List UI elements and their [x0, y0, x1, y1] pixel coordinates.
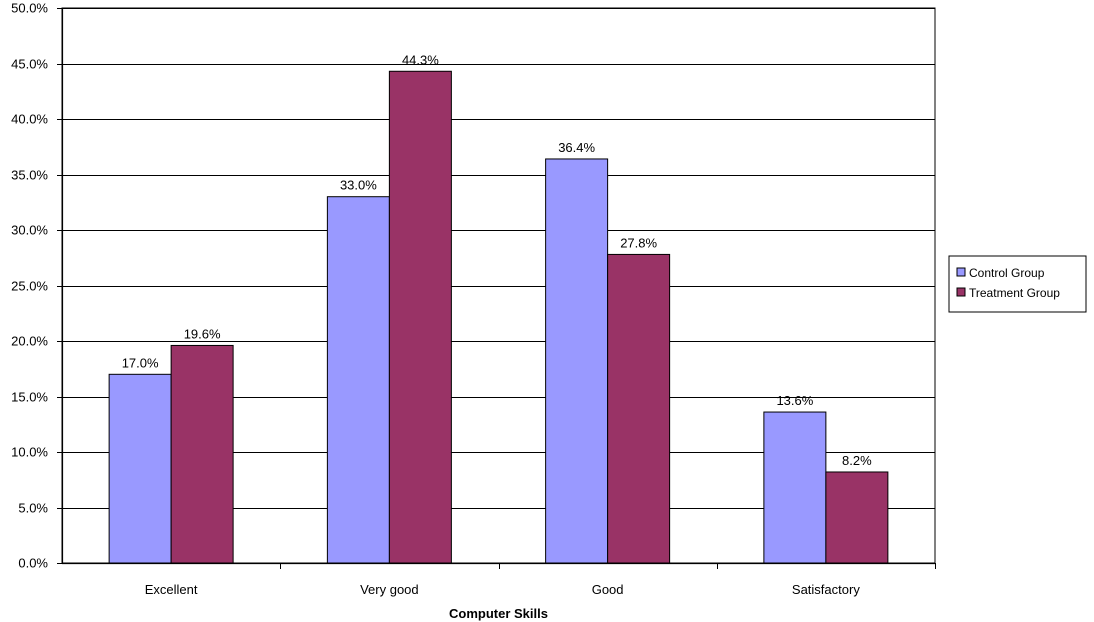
bar — [326, 196, 390, 564]
y-tick-label: 35.0% — [11, 168, 48, 183]
y-tick-label: 50.0% — [11, 1, 48, 16]
bar — [108, 373, 172, 564]
y-tick-label: 40.0% — [11, 112, 48, 127]
data-label: 44.3% — [402, 52, 439, 67]
axes — [61, 8, 935, 565]
data-label: 17.0% — [122, 355, 159, 370]
bar — [763, 411, 827, 564]
y-tick-label: 5.0% — [18, 501, 48, 516]
y-tick-label: 0.0% — [18, 556, 48, 571]
legend-swatch — [956, 267, 966, 277]
x-axis-ticks: Excellent Very good Good Satisfactory — [145, 563, 936, 597]
bar — [388, 70, 452, 564]
y-tick-label: 10.0% — [11, 445, 48, 460]
data-label: 19.6% — [184, 326, 221, 341]
bar — [607, 253, 671, 564]
x-axis-title: Computer Skills — [449, 606, 548, 621]
y-tick-label: 20.0% — [11, 334, 48, 349]
bars — [108, 70, 889, 564]
data-label: 8.2% — [842, 453, 872, 468]
y-tick-label: 25.0% — [11, 279, 48, 294]
bar — [170, 344, 234, 564]
x-tick-label: Good — [592, 582, 624, 597]
data-label: 27.8% — [620, 235, 657, 250]
y-tick-label: 30.0% — [11, 223, 48, 238]
y-tick-label: 45.0% — [11, 57, 48, 72]
data-labels: 17.0% 19.6% 33.0% 44.3% 36.4% 27.8% 13.6% 8.2% — [122, 52, 872, 468]
legend-label: Treatment Group — [969, 286, 1060, 300]
x-tick-label: Excellent — [145, 582, 198, 597]
y-axis-ticks: 0.0% 5.0% 10.0% 15.0% 20.0% 25.0% 30.0% 35.0% 40… — [11, 1, 62, 571]
legend-label: Control Group — [969, 266, 1045, 280]
legend-box — [948, 255, 1087, 313]
data-label: 36.4% — [558, 140, 595, 155]
y-tick-label: 15.0% — [11, 390, 48, 405]
bar — [545, 158, 609, 564]
legend: Control Group Treatment Group — [948, 255, 1087, 313]
legend-swatch — [956, 287, 966, 297]
x-tick-label: Very good — [360, 582, 419, 597]
data-label: 33.0% — [340, 178, 377, 193]
x-tick-label: Satisfactory — [792, 582, 860, 597]
data-label: 13.6% — [776, 393, 813, 408]
bar — [825, 471, 889, 564]
